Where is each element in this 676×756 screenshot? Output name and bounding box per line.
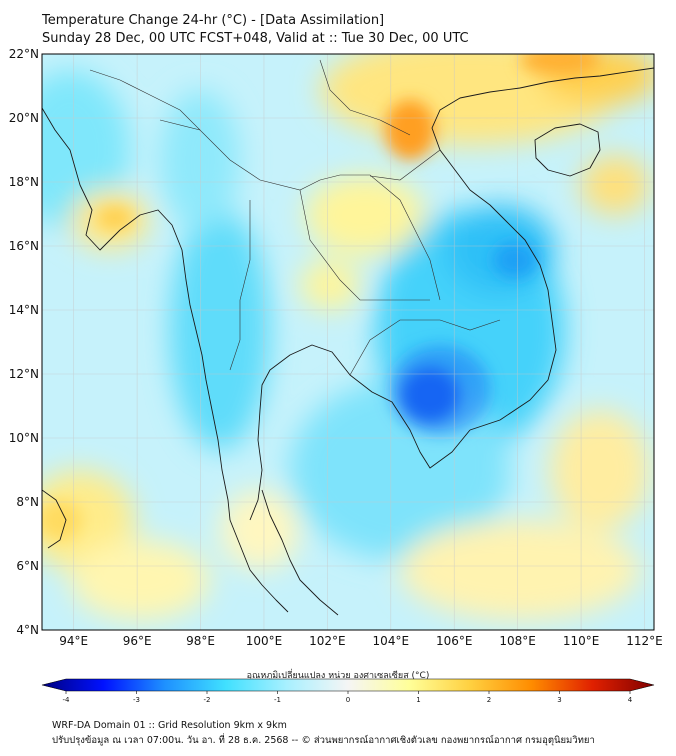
footer-model-info: WRF-DA Domain 01 :: Grid Resolution 9km … — [52, 720, 287, 731]
lat-tick-label: 12°N — [9, 367, 39, 381]
lon-tick-label: 104°E — [373, 634, 410, 648]
lon-tick-label: 106°E — [436, 634, 473, 648]
lon-tick-label: 100°E — [246, 634, 283, 648]
lat-tick-label: 14°N — [9, 303, 39, 317]
lat-tick-label: 10°N — [9, 431, 39, 445]
map-gridlines — [42, 54, 654, 630]
colorbar-tick-label: -1 — [274, 696, 281, 704]
colorbar-bar — [41, 678, 655, 692]
lat-tick-label: 22°N — [9, 47, 39, 61]
country-borders — [89, 59, 501, 376]
colorbar-tick-label: -3 — [133, 696, 140, 704]
colorbar-ticks: -4 -3 -2 -1 0 1 2 3 4 — [63, 691, 633, 704]
footer-credit: ปรับปรุงข้อมูล ณ เวลา 07:00น. วัน อา. ที… — [52, 735, 595, 746]
lon-tick-label: 98°E — [186, 634, 215, 648]
colorbar-tick-label: 0 — [346, 696, 350, 704]
lon-tick-label: 110°E — [563, 634, 600, 648]
lat-tick-label: 6°N — [16, 559, 39, 573]
lat-tick-label: 8°N — [16, 495, 39, 509]
coastlines — [42, 67, 654, 616]
lon-tick-label: 96°E — [123, 634, 152, 648]
colorbar-tick-label: 2 — [487, 696, 491, 704]
colorbar-tick-label: -2 — [204, 696, 211, 704]
lon-tick-label: 108°E — [499, 634, 536, 648]
latitude-labels: 22°N 20°N 18°N 16°N 14°N 12°N 10°N 8°N 6°N 4°N — [9, 47, 39, 637]
colorbar-tick-label: -4 — [63, 696, 71, 704]
lat-tick-label: 16°N — [9, 239, 39, 253]
lat-tick-label: 18°N — [9, 175, 39, 189]
lat-tick-label: 4°N — [16, 623, 39, 637]
lon-tick-label: 94°E — [59, 634, 88, 648]
map-title: Temperature Change 24-hr (°C) - [Data As… — [42, 13, 385, 28]
footer: WRF-DA Domain 01 :: Grid Resolution 9km … — [52, 718, 595, 748]
longitude-labels: 94°E 96°E 98°E 100°E 102°E 104°E 106°E 108°E 110… — [59, 634, 662, 648]
map-frame — [41, 53, 655, 631]
lon-tick-label: 112°E — [626, 634, 663, 648]
colorbar: -4 -3 -2 -1 0 1 2 3 4 — [41, 678, 655, 704]
colorbar-tick-label: 1 — [416, 696, 420, 704]
map-figure: 22°N 20°N 18°N 16°N 14°N 12°N 10°N 8°N 6°N 4°N 94… — [9, 47, 663, 648]
colorbar-tick-label: 4 — [628, 696, 633, 704]
map-subtitle: Sunday 28 Dec, 00 UTC FCST+048, Valid at… — [42, 31, 469, 46]
temperature-field — [42, 54, 654, 630]
colorbar-tick-label: 3 — [557, 696, 561, 704]
colorbar-label: อุณหภูมิเปลี่ยนแปลง หน่วย องศาเซลเซียส (… — [246, 671, 430, 681]
lat-tick-label: 20°N — [9, 111, 39, 125]
lon-tick-label: 102°E — [309, 634, 346, 648]
title-block: Temperature Change 24-hr (°C) - [Data As… — [42, 12, 469, 48]
